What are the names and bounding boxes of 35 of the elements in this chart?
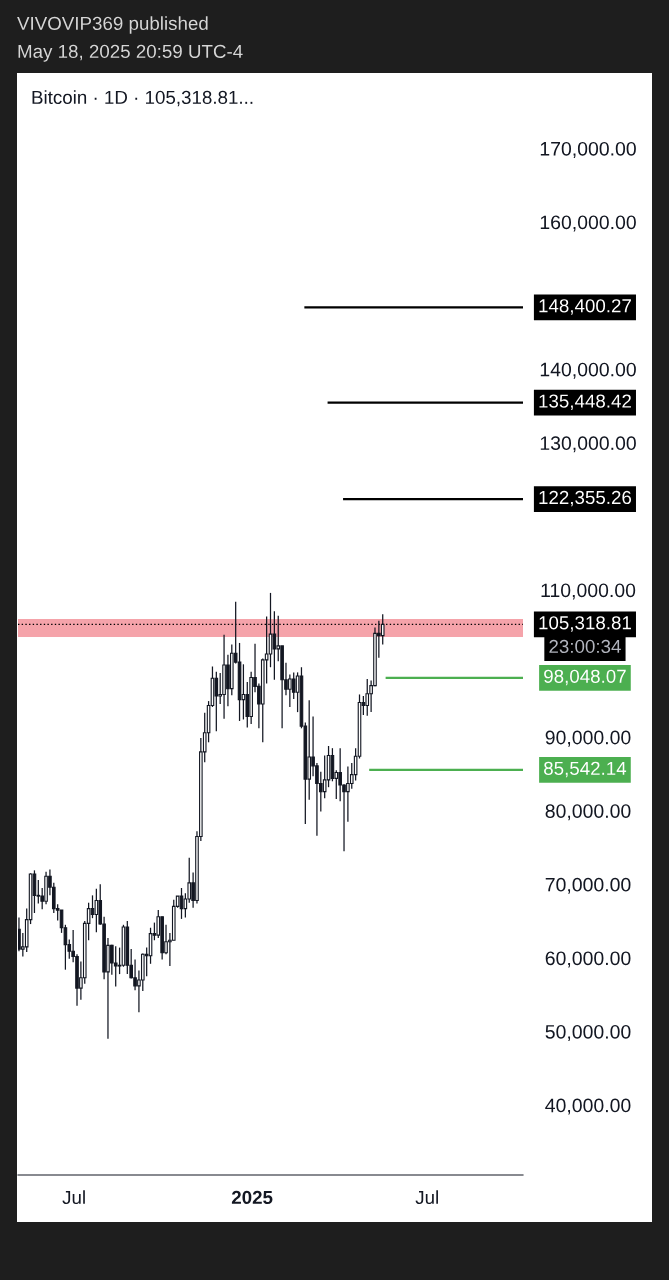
candlestick: [94, 888, 99, 933]
y-tick-label: 90,000.00: [545, 730, 631, 747]
x-tick-label: Jul: [415, 1190, 438, 1205]
annotation: Bitcoin · 1D · 105,318.81...: [32, 90, 253, 107]
data-label: 148,400.27: [539, 299, 631, 315]
candlestick: [365, 678, 370, 717]
y-tick-label: 80,000.00: [545, 804, 631, 821]
y-tick-label: 140,000.00: [540, 362, 636, 379]
x-tick-label: 2025: [231, 1190, 273, 1205]
data-label: 122,355.26: [539, 490, 632, 507]
candlestick: [338, 747, 342, 802]
y-tick-label: 160,000.00: [540, 215, 636, 232]
data-label: 135,448.42: [539, 394, 631, 410]
y-tick-label: 40,000.00: [545, 1098, 631, 1115]
ref-line-label: 105,318.81: [539, 616, 631, 632]
data-label: 85,542.14: [544, 761, 627, 778]
candlestick: [18, 916, 21, 952]
candlestick: [214, 671, 219, 732]
x-tick-label: Jul: [62, 1190, 85, 1205]
data-label: 98,048.07: [544, 669, 626, 686]
candlestick: [113, 945, 118, 988]
candlestick: [291, 671, 296, 700]
chart-subtitle: May 18, 2025 20:59 UTC-4: [18, 44, 243, 62]
y-tick-label: 130,000.00: [540, 436, 636, 453]
candlestick: [226, 654, 230, 707]
y-tick-label: 110,000.00: [541, 583, 636, 600]
y-tick-label: 170,000.00: [540, 141, 636, 158]
candlestick: [346, 765, 350, 823]
y-tick-label: 50,000.00: [545, 1024, 631, 1042]
chart-title: VIVOVIP369 published: [17, 16, 208, 34]
y-tick-label: 60,000.00: [545, 951, 631, 968]
y-tick-label: 70,000.00: [545, 877, 631, 894]
text: 23:00:34: [549, 639, 621, 654]
candlestick: [307, 699, 312, 801]
candlestick: [272, 610, 277, 681]
